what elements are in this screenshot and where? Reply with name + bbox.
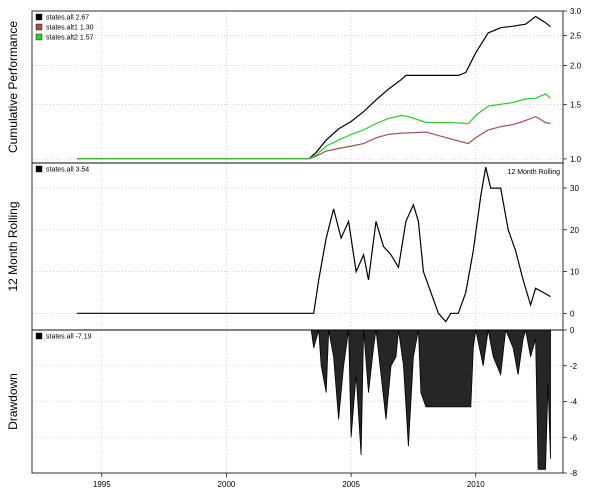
legend-swatch [35, 332, 43, 340]
y-tick-label: 2.0 [570, 62, 582, 71]
series-line-states.all [76, 167, 551, 323]
legend-swatch [35, 165, 43, 173]
y-tick-label: -4 [570, 398, 578, 407]
legend-swatch [35, 23, 43, 31]
legend-entry: states.all 2.67 [46, 15, 89, 22]
series-line-states.all [76, 15, 551, 160]
y-tick-label: 0 [570, 326, 575, 335]
panel-frame [31, 329, 564, 474]
legend-swatch [35, 33, 43, 41]
y-tick-label: 0 [570, 309, 575, 318]
series-area-states.all [76, 329, 551, 470]
panel-annotation: 12 Month Rolling [507, 169, 560, 176]
y-tick-label: 1.5 [570, 100, 582, 109]
series-line-states.alt2 [76, 93, 551, 160]
legend-entry: states.all 3.54 [46, 167, 89, 174]
panel-frame [31, 10, 564, 164]
y-tick-label: 2.5 [570, 32, 582, 41]
y-axis-title: Drawdown [6, 373, 20, 430]
y-tick-label: -6 [570, 433, 578, 442]
legend-entry: states.alt1 1.30 [46, 25, 94, 32]
x-tick-label: 2000 [218, 480, 236, 489]
y-tick-label: 30 [570, 184, 579, 193]
y-tick-label: -2 [570, 362, 578, 371]
y-tick-label: 3.0 [570, 7, 582, 16]
series-line-states.alt1 [76, 115, 551, 160]
legend-swatch [35, 13, 43, 21]
y-axis-title: 12 Month Rolling [6, 201, 20, 291]
panel-frame [31, 162, 564, 331]
y-tick-label: 1.0 [570, 155, 582, 164]
y-tick-label: 10 [570, 268, 579, 277]
x-tick-label: 2005 [342, 480, 360, 489]
legend-entry: states.alt2 1.57 [46, 35, 94, 42]
legend-entry: states.all -7.19 [46, 334, 92, 341]
y-tick-label: -8 [570, 469, 578, 478]
x-tick-label: 2010 [467, 480, 485, 489]
x-tick-label: 1995 [93, 480, 111, 489]
y-axis-title: Cumulative Performance [6, 21, 20, 153]
y-tick-label: 20 [570, 226, 579, 235]
